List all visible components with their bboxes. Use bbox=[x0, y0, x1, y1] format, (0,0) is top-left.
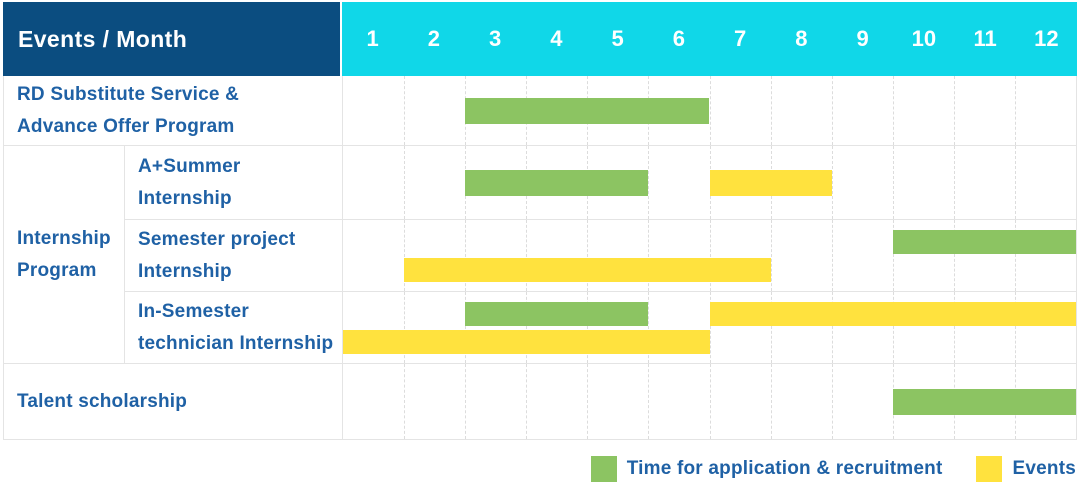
month-gridline bbox=[709, 364, 711, 439]
month-gridline bbox=[1014, 220, 1016, 291]
month-gridline bbox=[892, 76, 894, 145]
month-gridline bbox=[1014, 146, 1016, 219]
bar-application bbox=[892, 388, 1076, 415]
month-gridline bbox=[404, 220, 406, 291]
month-label-6: 6 bbox=[672, 26, 685, 51]
month-gridline bbox=[404, 146, 406, 219]
bar-events bbox=[709, 302, 1076, 326]
row-group-cell-internship-program: Internship Program bbox=[4, 146, 125, 364]
row-2-chart bbox=[342, 146, 1076, 220]
month-gridline bbox=[709, 220, 711, 291]
table-header-row: Events / Month 1 2 3 4 5 6 7 8 9 10 11 12 bbox=[3, 2, 1077, 76]
label-line: Advance Offer Program bbox=[17, 115, 235, 137]
month-gridline bbox=[465, 364, 467, 439]
bar-application bbox=[892, 230, 1076, 254]
row-1-label: RD Substitute Service & Advance Offer Pro… bbox=[4, 76, 342, 146]
label-line: A+Summer bbox=[138, 156, 241, 178]
month-gridline bbox=[831, 292, 833, 363]
month-header-row: 1 2 3 4 5 6 7 8 9 10 11 12 bbox=[342, 2, 1077, 76]
header-corner-label: Events / Month bbox=[3, 2, 342, 76]
legend-label-application: Time for application & recruitment bbox=[626, 458, 943, 479]
month-gridline bbox=[953, 220, 955, 291]
row-5-label: Talent scholarship bbox=[4, 364, 342, 439]
month-gridline bbox=[648, 292, 650, 363]
gantt-table: Events / Month 1 2 3 4 5 6 7 8 9 10 11 12 RD Substi… bbox=[3, 2, 1077, 440]
bar-events bbox=[343, 329, 710, 354]
month-gridline bbox=[770, 76, 772, 145]
month-gridline bbox=[465, 292, 467, 363]
month-gridline bbox=[770, 292, 772, 363]
row-3-label: Semester project Internship bbox=[125, 220, 342, 292]
month-gridline bbox=[587, 364, 589, 439]
label-line: Semester project bbox=[138, 229, 296, 251]
month-gridline bbox=[770, 220, 772, 291]
row-4-chart bbox=[342, 292, 1076, 364]
label-line: Internship bbox=[138, 260, 232, 282]
row-1-chart bbox=[342, 76, 1076, 146]
legend-item-events: Events bbox=[976, 456, 1076, 482]
month-gridline bbox=[709, 76, 711, 145]
label-line: RD Substitute Service & bbox=[17, 84, 240, 106]
label-line: Program bbox=[17, 259, 97, 281]
month-gridline bbox=[465, 220, 467, 291]
legend: Time for application & recruitment Event… bbox=[590, 452, 1076, 486]
bar-application bbox=[465, 302, 649, 326]
legend-item-application: Time for application & recruitment bbox=[590, 456, 943, 482]
month-gridline bbox=[1014, 292, 1016, 363]
month-gridline bbox=[648, 220, 650, 291]
month-gridline bbox=[953, 146, 955, 219]
month-label-5: 5 bbox=[611, 26, 624, 51]
month-label-7: 7 bbox=[734, 26, 747, 51]
label-line: Talent scholarship bbox=[17, 390, 188, 412]
month-gridline bbox=[892, 220, 894, 291]
month-label-3: 3 bbox=[489, 26, 502, 51]
month-gridline bbox=[587, 220, 589, 291]
month-gridline bbox=[953, 292, 955, 363]
row-3-chart bbox=[342, 220, 1076, 292]
month-label-9: 9 bbox=[856, 26, 869, 51]
month-label-8: 8 bbox=[795, 26, 808, 51]
month-gridline bbox=[709, 292, 711, 363]
month-gridline bbox=[648, 146, 650, 219]
month-label-2: 2 bbox=[427, 26, 440, 51]
bar-events bbox=[404, 257, 771, 282]
label-line: Internship bbox=[17, 228, 111, 250]
bar-events bbox=[709, 169, 832, 196]
month-label-12: 12 bbox=[1034, 26, 1059, 51]
bar-application bbox=[465, 169, 649, 196]
month-gridline bbox=[831, 364, 833, 439]
month-label-11: 11 bbox=[973, 26, 997, 51]
month-gridline bbox=[404, 364, 406, 439]
month-gridline bbox=[526, 364, 528, 439]
month-label-4: 4 bbox=[550, 26, 563, 51]
month-gridline bbox=[892, 146, 894, 219]
label-line: technician Internship bbox=[138, 332, 334, 354]
month-gridline bbox=[648, 364, 650, 439]
month-label-10: 10 bbox=[911, 26, 937, 51]
month-gridline bbox=[1014, 76, 1016, 145]
month-gridline bbox=[404, 76, 406, 145]
month-gridline bbox=[831, 146, 833, 219]
month-gridline bbox=[526, 292, 528, 363]
bar-application bbox=[465, 97, 710, 124]
month-gridline bbox=[770, 364, 772, 439]
row-4-label: In-Semester technician Internship bbox=[125, 292, 342, 364]
label-line: Internship bbox=[138, 187, 232, 209]
month-label-1: 1 bbox=[366, 26, 379, 51]
legend-swatch-application-green bbox=[590, 456, 617, 482]
month-gridline bbox=[587, 292, 589, 363]
month-gridline bbox=[892, 292, 894, 363]
row-2-label: A+Summer Internship bbox=[125, 146, 342, 220]
month-gridline bbox=[404, 292, 406, 363]
row-5-chart bbox=[342, 364, 1076, 439]
month-gridline bbox=[831, 220, 833, 291]
legend-label-events: Events bbox=[1012, 458, 1076, 479]
gantt-body: RD Substitute Service & Advance Offer Pro… bbox=[4, 76, 1076, 439]
legend-swatch-events-yellow bbox=[976, 456, 1003, 482]
month-gridline bbox=[953, 76, 955, 145]
month-gridline bbox=[526, 220, 528, 291]
month-gridline bbox=[831, 76, 833, 145]
label-line: In-Semester bbox=[138, 301, 249, 323]
